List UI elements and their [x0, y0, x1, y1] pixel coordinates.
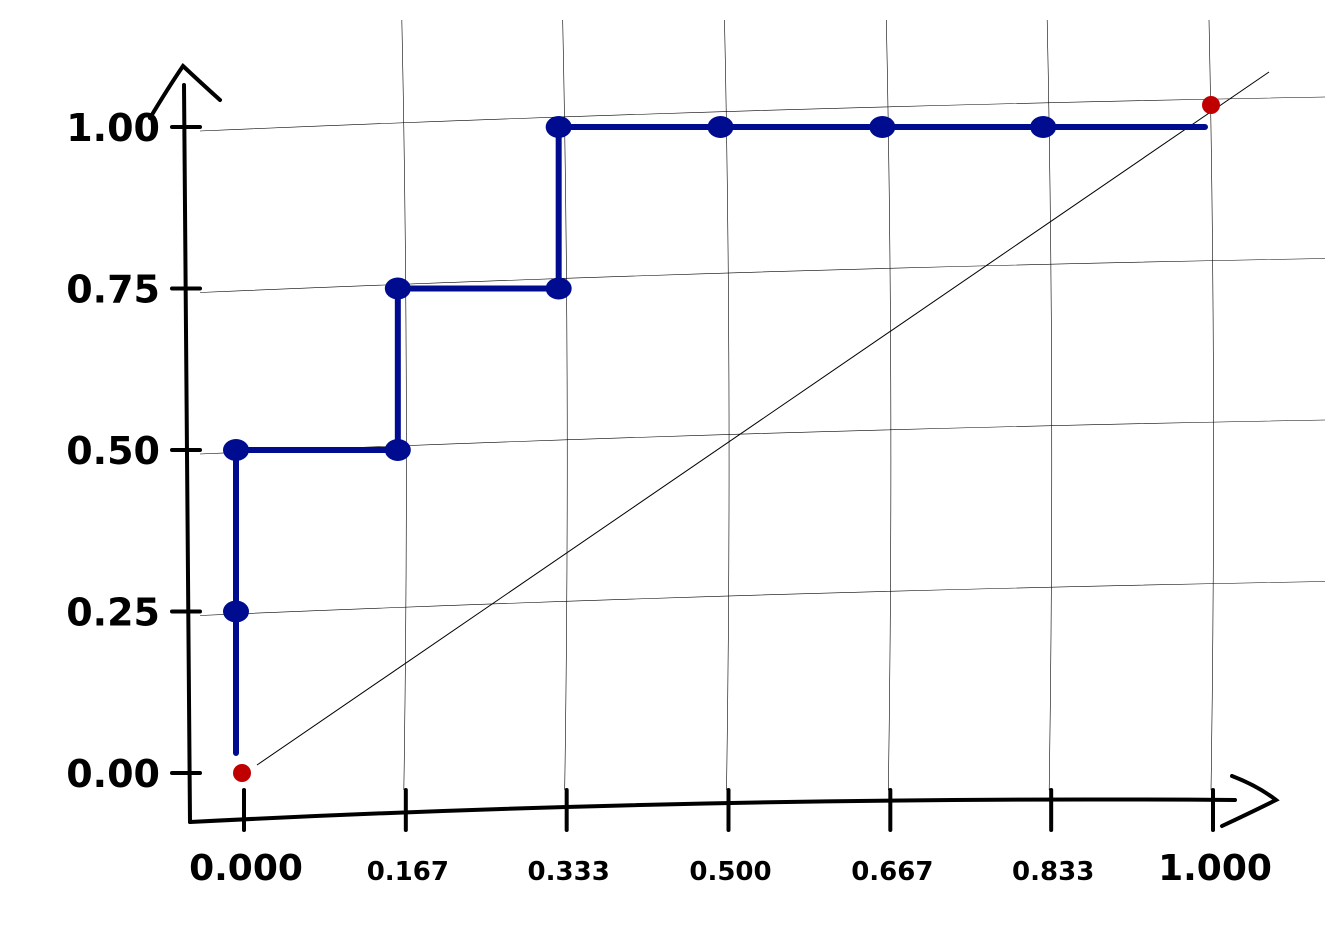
endpoint-0: [233, 764, 251, 782]
step-point-0: [223, 600, 249, 623]
x-tick-label-4: 0.667: [851, 857, 933, 887]
step-point-1: [223, 439, 249, 461]
grid-line-x-1: [401, 19, 407, 791]
axes: [148, 62, 1280, 828]
endpoint-1: [1202, 96, 1220, 114]
x-tick-label-2: 0.333: [528, 857, 610, 887]
grid-line-y-4: [199, 96, 1326, 132]
y-axis-line: [182, 83, 192, 824]
y-tick-label-3: 0.75: [66, 268, 160, 312]
x-axis-line: [188, 797, 1237, 824]
step-point-6: [707, 116, 734, 138]
x-tick-label-6: 1.000: [1158, 848, 1272, 889]
step-point-3: [384, 277, 411, 300]
chance-diagonal: [256, 71, 1270, 766]
y-axis-arrow-icon: [148, 62, 222, 120]
y-tick-label-4: 1.00: [66, 106, 160, 150]
diagonal-line: [256, 71, 1270, 766]
grid: [199, 19, 1326, 791]
step-point-5: [545, 116, 572, 138]
grid-line-y-3: [199, 258, 1326, 293]
roc-step-series: [223, 116, 1208, 756]
step-line: [233, 124, 1208, 756]
x-tick-label-1: 0.167: [367, 857, 449, 887]
step-point-7: [869, 116, 896, 138]
step-point-8: [1030, 116, 1057, 138]
grid-line-x-6: [1208, 19, 1214, 791]
y-tick-label-1: 0.25: [66, 591, 160, 635]
x-tick-label-5: 0.833: [1012, 857, 1094, 887]
y-tick-label-0: 0.00: [66, 752, 160, 796]
grid-line-y-1: [199, 581, 1326, 616]
step-point-4: [545, 277, 572, 300]
endpoint-markers: [233, 96, 1220, 782]
x-tick-label-3: 0.500: [689, 857, 771, 887]
x-tick-label-0: 0.000: [189, 848, 303, 889]
y-tick-label-2: 0.50: [66, 429, 160, 473]
step-point-2: [384, 439, 411, 461]
x-axis-arrow-icon: [1220, 774, 1280, 828]
ticks: 0.00 0.25 0.50 0.75 1.00 0.000 0.167 0.333 0.500…: [66, 106, 1272, 889]
